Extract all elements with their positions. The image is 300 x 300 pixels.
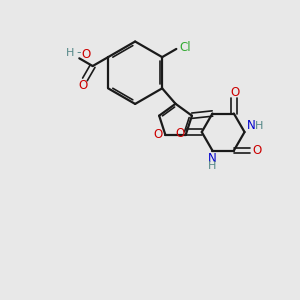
Text: O: O: [153, 128, 163, 142]
Text: N: N: [208, 152, 217, 165]
Text: H: H: [208, 161, 217, 171]
Text: O: O: [231, 85, 240, 99]
Text: -: -: [76, 46, 81, 59]
Text: H: H: [66, 48, 75, 58]
Text: O: O: [175, 127, 184, 140]
Text: O: O: [252, 144, 261, 157]
Text: O: O: [79, 79, 88, 92]
Text: Cl: Cl: [179, 41, 191, 54]
Text: N: N: [247, 119, 256, 132]
Text: O: O: [81, 48, 90, 61]
Text: H: H: [255, 121, 264, 130]
